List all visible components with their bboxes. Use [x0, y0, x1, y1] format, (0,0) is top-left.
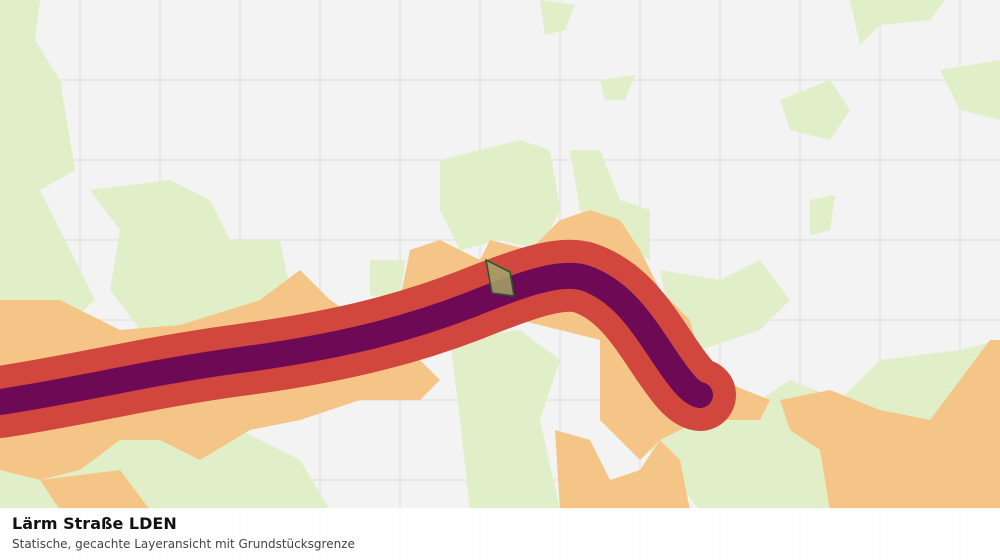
parcel-boundary: [484, 258, 515, 297]
layer-title: Lärm Straße LDEN: [12, 514, 177, 533]
layer-subtitle: Statische, gecachte Layeransicht mit Gru…: [12, 537, 355, 551]
noise-very-high: [0, 262, 713, 415]
caption-panel: Lärm Straße LDEN Statische, gecachte Lay…: [0, 508, 1000, 560]
